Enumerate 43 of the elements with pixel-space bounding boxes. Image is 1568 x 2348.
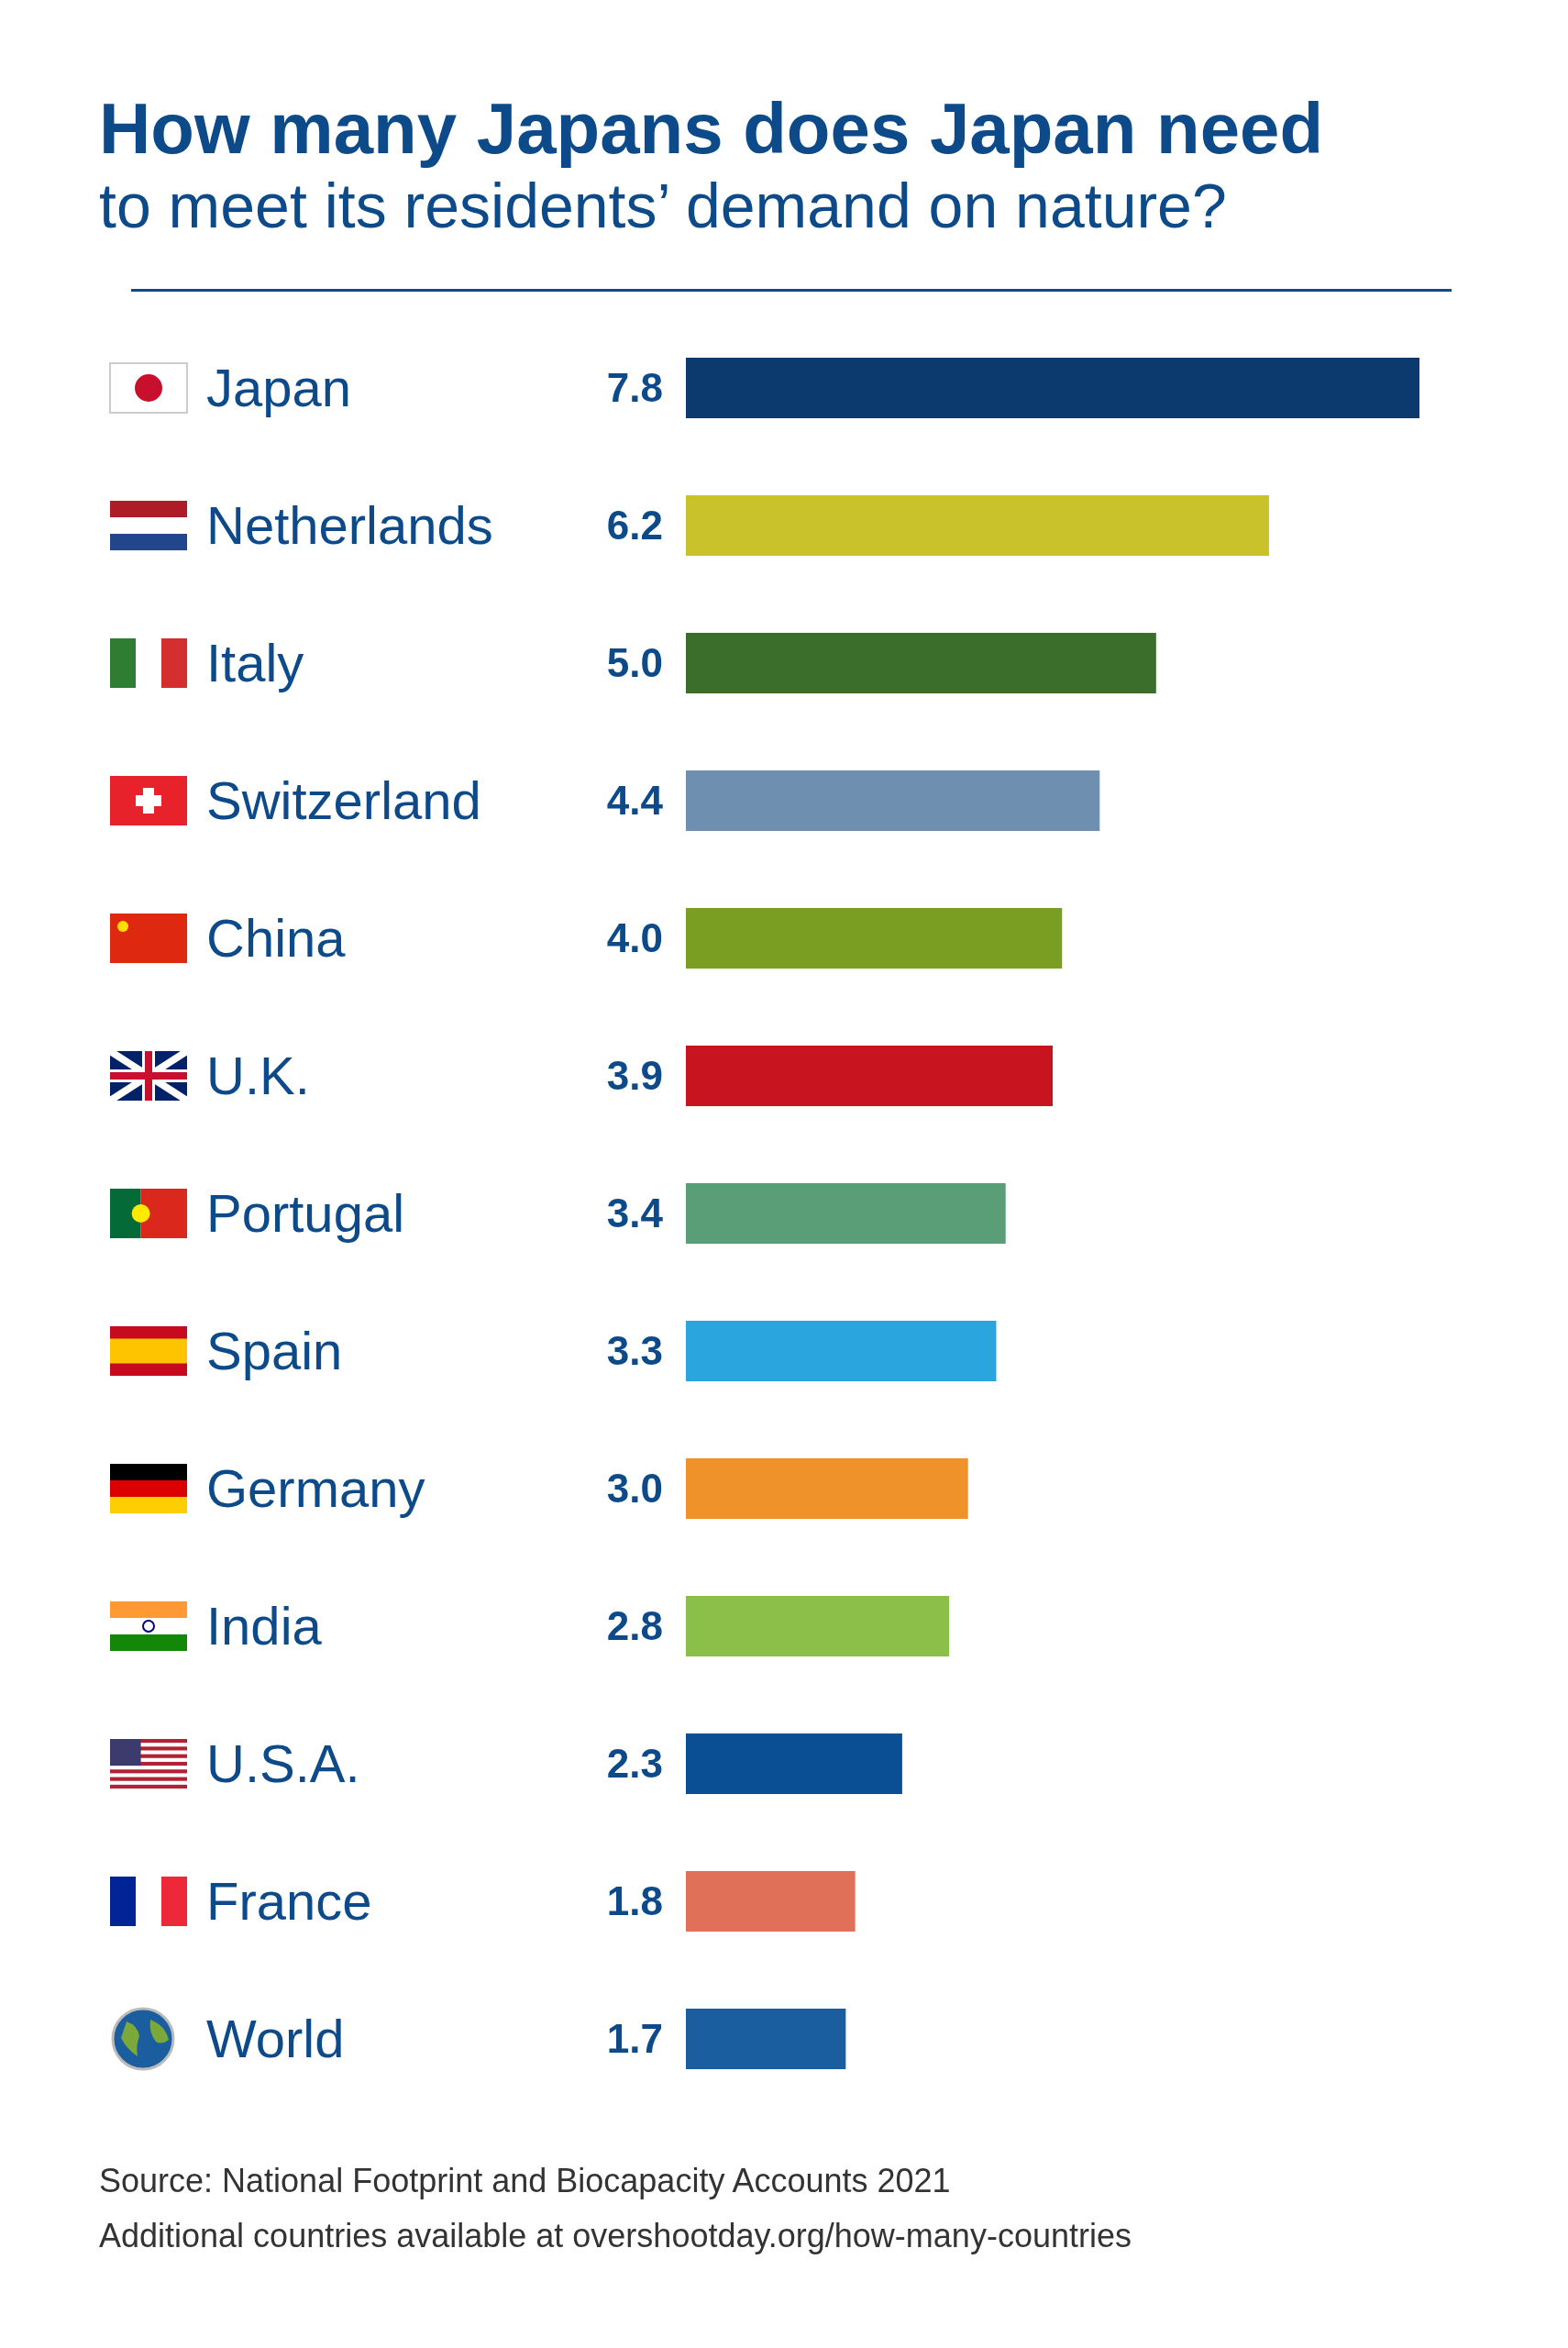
bar [686, 358, 1419, 419]
bar [686, 1871, 856, 1933]
y-tick-label: Netherlands [206, 495, 493, 556]
data-label: 4.0 [606, 915, 663, 961]
bar [686, 1596, 950, 1657]
data-label: 1.7 [606, 2016, 663, 2062]
bar [686, 908, 1063, 969]
y-tick-label: U.S.A. [206, 1733, 360, 1794]
y-tick-label: China [206, 908, 347, 969]
data-label: 4.4 [606, 778, 664, 824]
bar [686, 1733, 902, 1795]
data-label: 3.9 [606, 1053, 663, 1099]
chart-title: How many Japans does Japan need [99, 87, 1325, 169]
bar [686, 633, 1156, 694]
text: Additional countries available at overshootday.org/how-many-countries [99, 2215, 1132, 2256]
data-label: 3.0 [606, 1466, 663, 1512]
y-tick-label: Switzerland [206, 770, 481, 831]
y-tick-label: Italy [206, 633, 304, 693]
data-label: 7.8 [606, 365, 663, 411]
bar [686, 495, 1269, 557]
y-tick-label: World [206, 2009, 345, 2069]
bar [686, 1046, 1053, 1107]
data-label: 1.8 [606, 1878, 663, 1924]
data-label: 2.3 [606, 1741, 663, 1787]
y-tick-label: Japan [206, 358, 352, 418]
y-tick-label: Portugal [206, 1183, 405, 1244]
bar [686, 1321, 997, 1382]
y-tick-label: France [206, 1871, 372, 1932]
y-tick-label: Germany [206, 1458, 425, 1519]
bar [686, 1183, 1006, 1245]
data-label: 6.2 [606, 503, 663, 548]
data-label: 5.0 [606, 640, 663, 686]
data-label: 3.3 [606, 1328, 663, 1374]
y-tick-label: India [206, 1596, 323, 1656]
bar [686, 1458, 968, 1520]
source-note: Source: National Footprint and Biocapacity Accounts 2021 [99, 2161, 952, 2202]
y-tick-label: U.K. [206, 1046, 310, 1106]
data-label: 2.8 [606, 1603, 663, 1649]
bar [686, 2009, 846, 2070]
chart-subtitle: to meet its residents’ demand on nature? [99, 169, 1228, 242]
data-label: 3.4 [606, 1191, 664, 1236]
y-tick-label: Spain [206, 1321, 343, 1381]
bar [686, 770, 1100, 832]
